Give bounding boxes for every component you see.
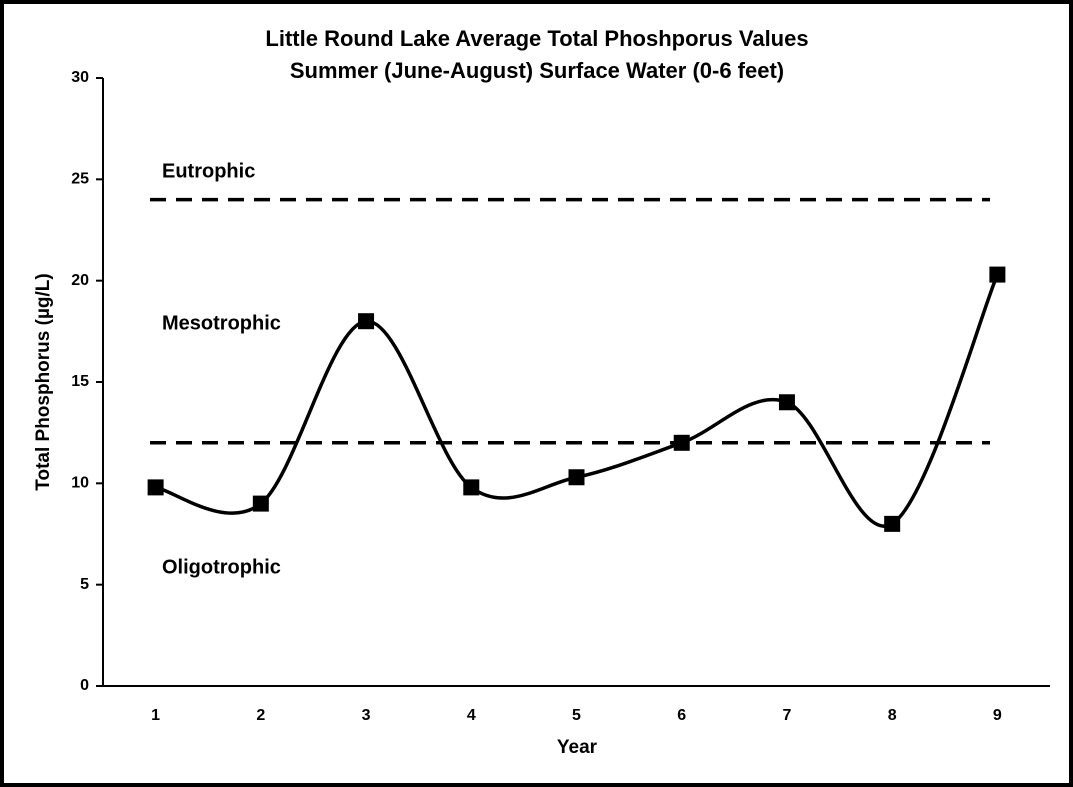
data-marker (358, 313, 375, 330)
data-marker (673, 434, 690, 451)
y-tick-label: 10 (71, 475, 89, 492)
data-marker (989, 266, 1006, 283)
data-marker (252, 495, 269, 512)
chart-title: Little Round Lake Average Total Phoshpor… (265, 26, 808, 51)
x-tick-label: 2 (256, 707, 265, 724)
zone-label: Eutrophic (162, 160, 255, 182)
data-marker (778, 394, 795, 411)
data-marker (884, 515, 901, 532)
chart-subtitle: Summer (June-August) Surface Water (0-6 … (290, 58, 784, 83)
y-tick-label: 0 (80, 677, 89, 694)
x-tick-label: 3 (362, 707, 371, 724)
x-tick-label: 7 (782, 707, 791, 724)
x-tick-label: 1 (151, 707, 160, 724)
data-marker (568, 469, 585, 486)
y-tick-label: 15 (71, 373, 89, 390)
x-tick-label: 6 (677, 707, 686, 724)
x-tick-label: 4 (467, 707, 476, 724)
y-tick-label: 30 (71, 69, 89, 86)
x-axis-title: Year (557, 737, 598, 758)
x-tick-label: 5 (572, 707, 581, 724)
zone-label: Mesotrophic (162, 312, 281, 334)
y-axis-title: Total Phosphorus (µg/L) (33, 273, 54, 490)
data-marker (463, 479, 480, 496)
y-tick-label: 25 (71, 171, 89, 188)
data-marker (147, 479, 164, 496)
y-tick-label: 5 (80, 576, 89, 593)
x-tick-label: 8 (888, 707, 897, 724)
y-tick-label: 20 (71, 272, 89, 289)
x-tick-label: 9 (993, 707, 1002, 724)
zone-label: Oligotrophic (162, 556, 281, 578)
